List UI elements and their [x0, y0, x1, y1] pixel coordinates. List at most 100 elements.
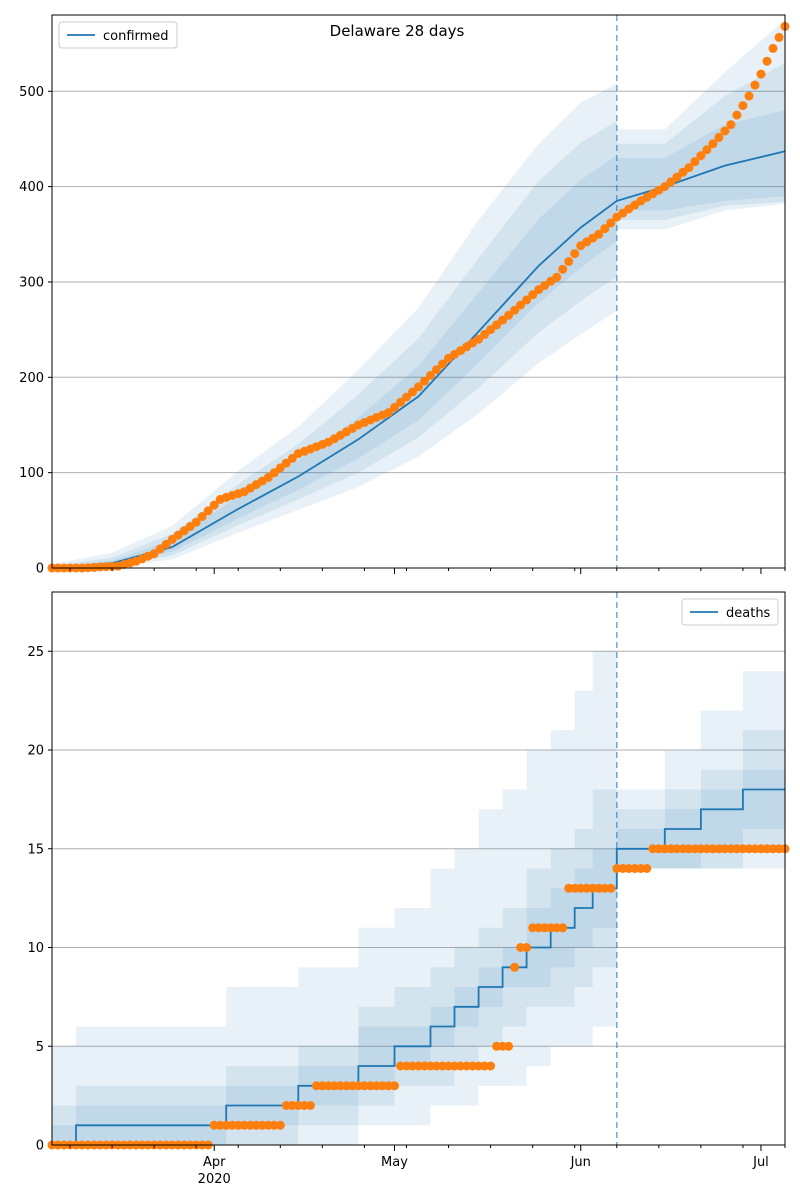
observed-point: [155, 544, 165, 554]
observed-point: [480, 329, 490, 339]
observed-point: [522, 943, 532, 952]
observed-point: [672, 172, 682, 182]
observed-point: [396, 397, 405, 407]
observed-point: [516, 300, 526, 310]
observed-point: [600, 224, 610, 234]
deaths-panel: 0 5 10 15 20 25 Apr 2020 May Jun Jul deaths: [27, 591, 790, 1187]
observed-point: [564, 257, 574, 266]
observed-point: [197, 512, 207, 521]
uncertainty-band: [52, 611, 617, 1145]
y-tick-label: 20: [27, 744, 44, 759]
observed-point: [696, 151, 706, 161]
y-tick-label: 5: [36, 1040, 44, 1055]
observed-point: [714, 132, 724, 142]
confirmed-panel: 0 100 200 300 400 500 confirmed: [19, 14, 790, 577]
observed-point: [738, 101, 748, 111]
y-tick-label: 500: [19, 85, 44, 100]
legend-box: [681, 598, 779, 626]
observed-point: [762, 56, 772, 66]
observed-point: [702, 145, 712, 155]
observed-point: [420, 376, 429, 386]
x-tick-label: May: [381, 1155, 408, 1170]
observed-point: [191, 517, 201, 527]
observed-point: [522, 295, 532, 305]
legend-label: confirmed: [103, 29, 169, 44]
observed-point: [390, 1081, 399, 1091]
uncertainty-band: [52, 83, 617, 568]
observed-point: [774, 32, 784, 42]
y-tick-label: 25: [27, 645, 44, 660]
observed-point: [504, 1041, 514, 1051]
observed-point: [684, 163, 694, 173]
observed-point: [504, 310, 514, 320]
observed-point: [305, 1101, 315, 1110]
observed-point: [474, 334, 484, 344]
uncertainty-band: [616, 730, 785, 869]
observed-point: [642, 864, 652, 873]
observed-point: [384, 408, 393, 418]
y-tick-label: 300: [19, 275, 44, 290]
observed-point: [161, 539, 171, 549]
observed-point: [570, 249, 580, 259]
observed-point: [149, 549, 159, 559]
uncertainty-band: [616, 110, 785, 211]
observed-point: [744, 91, 754, 101]
uncertainty-band: [52, 710, 617, 1145]
observed-point: [558, 264, 568, 274]
observed-point: [528, 290, 538, 300]
observed-point: [510, 962, 520, 972]
observed-point: [732, 110, 742, 120]
observed-point: [414, 382, 423, 392]
observed-point: [492, 320, 502, 330]
observed-point: [558, 923, 568, 933]
legend-label: deaths: [726, 606, 771, 621]
y-tick-label: 15: [27, 842, 44, 857]
observed-point: [275, 463, 285, 473]
observed-point: [402, 392, 411, 402]
observed-point: [432, 365, 441, 375]
y-tick-label: 0: [36, 562, 44, 577]
y-tick-label: 100: [19, 466, 44, 481]
uncertainty-band: [52, 120, 617, 569]
y-tick-label: 400: [19, 180, 44, 195]
observed-point: [408, 387, 417, 397]
uncertainty-band: [616, 19, 785, 230]
x-year-label: 2020: [198, 1172, 231, 1187]
observed-point: [726, 120, 736, 130]
x-tick-label: Apr: [203, 1155, 226, 1170]
observed-point: [708, 139, 718, 149]
y-tick-label: 0: [36, 1139, 44, 1154]
observed-point: [606, 883, 616, 893]
figure-title: Delaware 28 days: [330, 22, 465, 40]
observed-point: [606, 218, 616, 228]
legend-box: [58, 21, 178, 49]
uncertainty-band: [616, 611, 785, 869]
observed-point: [269, 468, 279, 478]
observed-point: [510, 305, 520, 315]
uncertainty-band: [616, 671, 785, 869]
x-tick-label: Jul: [752, 1155, 769, 1170]
axes-frame: [51, 591, 786, 1146]
x-tick-label: Jun: [570, 1155, 591, 1170]
observed-point: [690, 157, 700, 167]
observed-point: [720, 126, 730, 136]
y-tick-label: 200: [19, 371, 44, 386]
y-tick-label: 10: [27, 941, 44, 956]
observed-point: [438, 359, 447, 369]
observed-point: [552, 272, 562, 282]
observed-point: [594, 229, 604, 239]
observed-point: [390, 402, 399, 412]
observed-point: [287, 453, 297, 463]
axes-frame: [51, 14, 786, 569]
observed-point: [486, 1061, 496, 1071]
observed-point: [666, 177, 676, 187]
observed-point: [768, 43, 778, 53]
observed-point: [750, 80, 760, 90]
observed-point: [426, 370, 435, 380]
observed-point: [209, 500, 219, 510]
observed-point: [275, 1120, 285, 1130]
observed-point: [498, 315, 508, 325]
observed-point: [756, 69, 766, 79]
observed-point: [203, 506, 213, 516]
